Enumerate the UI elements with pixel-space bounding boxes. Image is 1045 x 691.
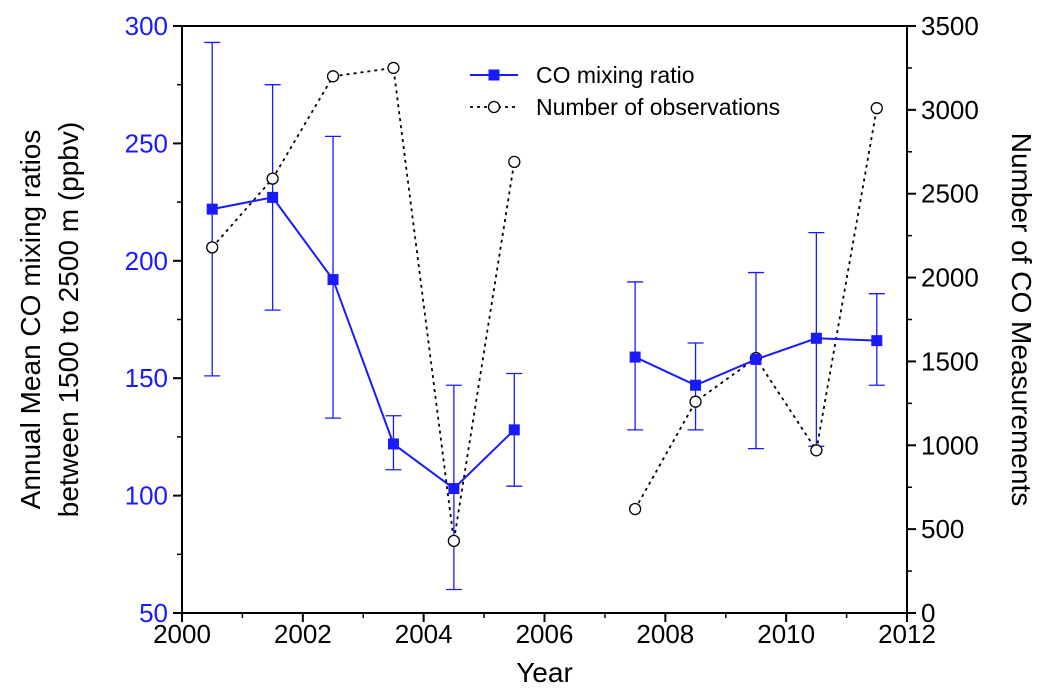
x-tick-label: 2000 (153, 619, 211, 649)
co-point (508, 424, 520, 436)
x-tick-label: 2008 (636, 619, 694, 649)
co-point (387, 438, 399, 450)
y-right-tick-label: 1000 (921, 430, 979, 460)
y-left-axis-title-line: between 1500 to 2500 m (ppbv) (53, 122, 84, 517)
x-axis-title: Year (516, 657, 573, 688)
co-point (750, 353, 762, 365)
y-right-axis-title: Number of CO Measurements (1006, 133, 1037, 506)
observations-point (689, 395, 702, 408)
co-point (206, 203, 218, 215)
y-right-tick-label: 500 (921, 514, 964, 544)
y-right-tick-label: 1500 (921, 346, 979, 376)
x-tick-label: 2006 (516, 619, 574, 649)
observations-point (266, 172, 279, 185)
co-point (267, 191, 279, 203)
co-point (690, 379, 702, 391)
y-right-tick-label: 0 (921, 598, 935, 628)
co-point (448, 483, 460, 495)
observations-point (810, 444, 823, 457)
x-tick-label: 2002 (274, 619, 332, 649)
legend-co-marker (488, 69, 500, 81)
y-left-tick-label: 100 (125, 481, 168, 511)
observations-point (206, 241, 219, 254)
observations-point (870, 102, 883, 115)
y-left-tick-label: 250 (125, 128, 168, 158)
co-line (212, 196, 515, 490)
observations-point (387, 61, 400, 75)
y-right-tick-label: 3000 (921, 95, 979, 125)
y-left-axis-title-line: Annual Mean CO mixing ratios (15, 130, 46, 510)
x-tick-label: 2012 (878, 619, 936, 649)
y-right-tick-label: 2500 (921, 179, 979, 209)
legend-observations-marker (487, 100, 501, 114)
x-tick-label: 2004 (395, 619, 453, 649)
x-tick-label: 2010 (757, 619, 815, 649)
y-left-tick-label: 150 (125, 363, 168, 393)
observations-point (628, 502, 642, 516)
observations-point (508, 155, 521, 168)
y-left-tick-label: 300 (125, 11, 168, 41)
legend-co-label: CO mixing ratio (536, 62, 694, 88)
y-left-tick-label: 50 (139, 598, 168, 628)
y-right-tick-label: 3500 (921, 11, 979, 41)
co-point (629, 351, 641, 363)
y-left-tick-label: 200 (125, 246, 168, 276)
y-right-tick-label: 2000 (921, 263, 979, 293)
observations-point (326, 70, 340, 83)
legend-observations-label: Number of observations (536, 94, 780, 120)
observations-point (447, 534, 461, 548)
co-point (810, 332, 822, 344)
co-point (327, 274, 339, 286)
co-point (871, 335, 883, 347)
observations-line (211, 66, 516, 542)
